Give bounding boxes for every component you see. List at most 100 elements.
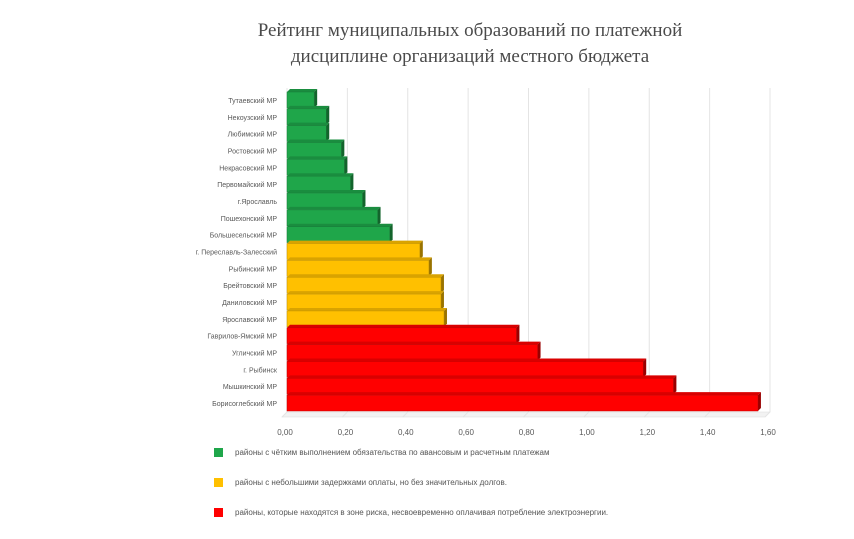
gridline-floor (704, 411, 710, 418)
bar (286, 344, 538, 361)
x-tick-label: 0,20 (338, 428, 354, 437)
x-tick-label: 0,40 (398, 428, 414, 437)
y-tick-label: Пошехонский МР (221, 215, 278, 223)
bar-side (643, 358, 647, 378)
y-tick-label: Первомайский МР (217, 181, 277, 189)
bar-side (419, 240, 423, 260)
x-tick-label: 1,60 (760, 428, 776, 437)
bar-side (673, 375, 677, 395)
bar-top (287, 156, 348, 160)
y-tick-label: Некрасовский МР (219, 164, 277, 172)
y-tick-label: Угличский МР (232, 350, 277, 358)
bar-side (389, 223, 393, 243)
bar-side (537, 341, 541, 361)
x-tick-label: 0,60 (458, 428, 474, 437)
y-tick-label: Большесельский МР (210, 232, 278, 240)
bar (286, 378, 674, 395)
legend-item-green: районы с чётким выполнением обязательств… (214, 445, 834, 459)
x-tick-label: 1,00 (579, 428, 595, 437)
y-tick-label: Любимский МР (228, 131, 278, 139)
bar-side (350, 173, 354, 193)
bar (286, 209, 378, 226)
bar (286, 159, 345, 176)
bar (286, 142, 342, 159)
bar-side (443, 307, 447, 327)
bar-side (314, 89, 318, 108)
bar (286, 108, 327, 125)
bar-top (287, 105, 330, 109)
bar (286, 293, 442, 311)
bar-side (341, 139, 345, 159)
bar-top (287, 324, 520, 328)
bar (286, 91, 315, 109)
bar-side (440, 274, 444, 294)
chart-title: Рейтинг муниципальных образований по пла… (180, 18, 760, 70)
bar-top (287, 257, 432, 261)
bar-side (377, 206, 381, 226)
y-tick-label: г. Рыбинск (243, 366, 278, 374)
legend-swatch-yellow (214, 477, 223, 487)
bar-top (287, 392, 761, 396)
bar (286, 394, 759, 412)
bar-top (287, 341, 541, 345)
bar (286, 226, 390, 243)
bar (286, 361, 644, 378)
bar-side (326, 122, 330, 142)
bar-top (287, 307, 447, 311)
y-tick-label: Тутаевский МР (228, 97, 277, 105)
bar (286, 277, 442, 294)
y-tick-label: Некоузский МР (228, 114, 278, 122)
bar-side (757, 392, 761, 411)
y-tick-label: г.Ярославль (238, 199, 278, 206)
bar-side (326, 105, 330, 125)
x-tick-label: 0,80 (519, 428, 535, 437)
bar-top (287, 206, 381, 210)
bar (286, 327, 517, 344)
gridline-floor (462, 411, 469, 418)
bar (286, 260, 430, 277)
bar (286, 175, 351, 193)
x-tick-label: 0,00 (277, 428, 293, 437)
y-tick-label: Брейтовский МР (223, 282, 277, 290)
y-tick-label: Ярославский МР (222, 316, 277, 324)
gridline-floor (523, 411, 529, 418)
chart-legend: районы с чётким выполнением обязательств… (214, 445, 834, 535)
legend-label-yellow: районы с небольшими задержками оплаты, н… (235, 477, 507, 487)
bar-top (287, 139, 345, 143)
y-tick-label: Даниловский МР (222, 299, 277, 307)
y-tick-label: Рыбинский МР (229, 265, 278, 273)
bar-top (287, 375, 677, 379)
y-tick-label: Гаврилов-Ямский МР (207, 333, 277, 341)
chart-title-line-1: Рейтинг муниципальных образований по пла… (257, 20, 683, 41)
bar-top (287, 358, 647, 362)
y-tick-label: Борисоглебский МР (212, 400, 277, 408)
bar-top (287, 173, 354, 177)
x-tick-label: 1,20 (639, 428, 655, 437)
bar-top (287, 190, 366, 194)
legend-label-green: районы с чётким выполнением обязательств… (235, 447, 550, 457)
bar (286, 310, 445, 328)
legend-label-red: районы, которые находятся в зоне риска, … (235, 507, 609, 517)
bar-top (287, 89, 318, 92)
bar-top (287, 240, 423, 244)
legend-swatch-red (214, 507, 223, 517)
bar (286, 243, 421, 260)
y-tick-label: г. Переславль-Залесский (196, 249, 277, 257)
bar-side (516, 324, 520, 344)
bar-side (428, 257, 432, 277)
bar-top (287, 223, 393, 227)
bar-side (440, 291, 444, 310)
gridline-floor (402, 411, 409, 418)
bar-top (287, 274, 444, 278)
chart-title-line-2: дисциплине организаций местного бюджета (290, 46, 650, 67)
legend-swatch-green (214, 447, 223, 457)
bar (286, 125, 327, 142)
x-tick-label: 1,40 (700, 428, 716, 437)
gridline-floor (342, 411, 348, 418)
bar (286, 192, 363, 210)
legend-item-red: районы, которые находятся в зоне риска, … (214, 505, 834, 519)
bar-top (287, 122, 330, 126)
bar-side (344, 156, 348, 176)
y-tick-label: Мышкинский МР (223, 383, 277, 391)
